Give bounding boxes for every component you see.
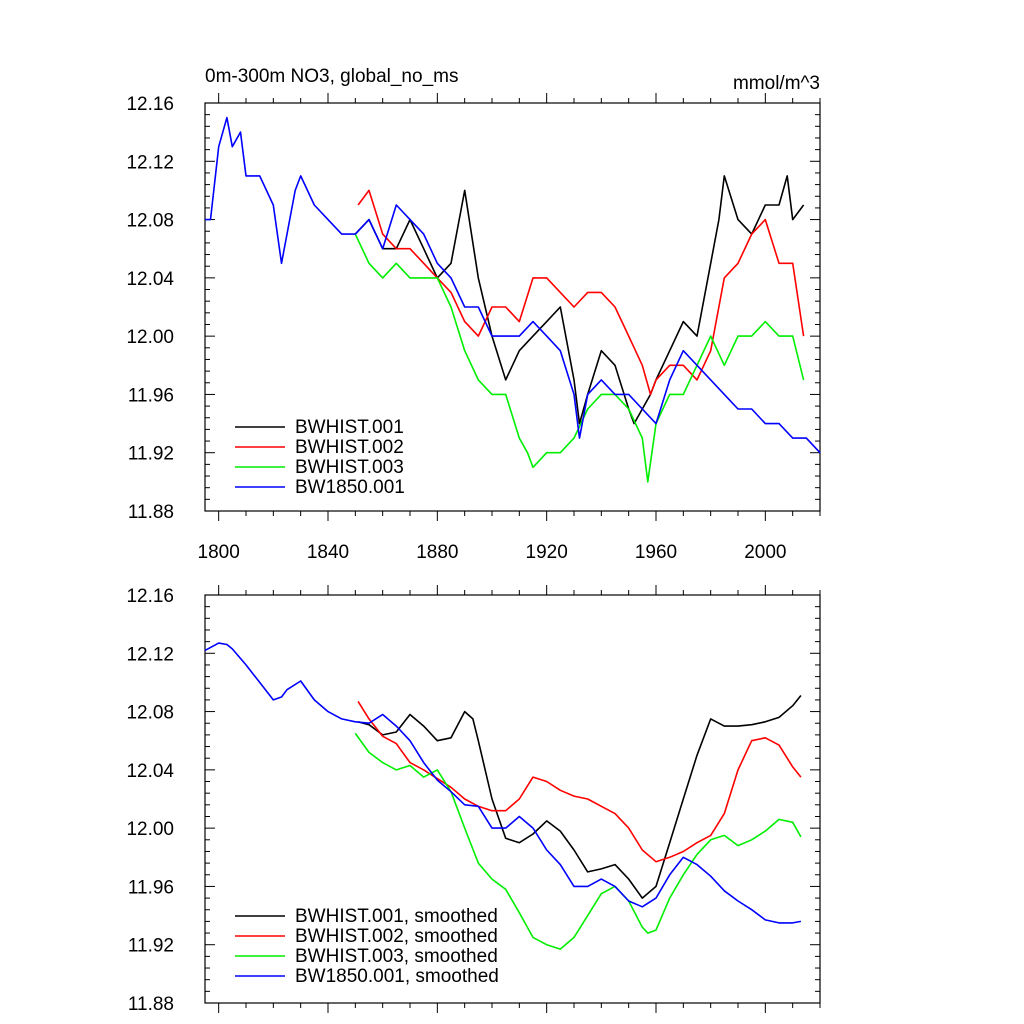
- chart-title: 0m-300m NO3, global_no_ms: [205, 66, 458, 87]
- x-tick-label: 1920: [526, 542, 568, 563]
- y-tick-label: 12.08: [126, 703, 174, 724]
- x-tick-label: 1800: [198, 542, 240, 563]
- x-tick-label: 1840: [307, 542, 349, 563]
- y-tick-label: 12.00: [126, 327, 174, 348]
- legend-label: BWHIST.001: [295, 417, 404, 438]
- plot-frame: [204, 594, 821, 1004]
- series-line: [354, 175, 805, 425]
- series-line: [357, 189, 805, 396]
- units-label: mmol/m^3: [733, 73, 820, 94]
- legend-label: BW1850.001, smoothed: [295, 966, 499, 987]
- legend-label: BW1850.001: [295, 477, 405, 498]
- y-tick-label: 11.92: [128, 444, 174, 465]
- y-tick-label: 11.88: [128, 502, 174, 523]
- series-line: [205, 116, 821, 454]
- legend-label: BWHIST.001, smoothed: [295, 906, 498, 927]
- legend-label: BWHIST.003, smoothed: [295, 946, 498, 967]
- y-tick-label: 12.12: [126, 152, 174, 173]
- x-tick-label: 1880: [416, 542, 458, 563]
- y-tick-label: 12.08: [126, 211, 174, 232]
- y-tick-label: 11.96: [128, 877, 174, 898]
- y-tick-label: 11.88: [128, 994, 174, 1015]
- y-tick-label: 12.12: [126, 644, 174, 665]
- bottom-panel: 11.88 11.92 11.96 12.00 12.04 12.08 12.12 12.16…: [126, 585, 821, 1015]
- series-line: [357, 694, 802, 899]
- legend-label: BWHIST.003: [295, 457, 404, 478]
- series-line: [354, 732, 802, 950]
- legend-label: BWHIST.002: [295, 437, 404, 458]
- y-tick-label: 12.00: [126, 819, 174, 840]
- top-panel: 11.88 11.92 11.96 12.00 12.04 12.08 12.12 12.16…: [126, 66, 821, 563]
- x-tick-label: 1960: [635, 542, 677, 563]
- series-line: [354, 233, 805, 483]
- plot-frame: [204, 102, 821, 512]
- series-line: [204, 642, 802, 924]
- y-tick-label: 12.04: [126, 761, 174, 782]
- y-tick-label: 12.16: [126, 586, 174, 607]
- y-tick-label: 11.92: [128, 936, 174, 957]
- y-tick-label: 12.16: [126, 94, 174, 115]
- x-tick-label: 2000: [744, 542, 786, 563]
- legend-label: BWHIST.002, smoothed: [295, 926, 498, 947]
- y-tick-label: 12.04: [126, 269, 174, 290]
- y-tick-label: 11.96: [128, 385, 174, 406]
